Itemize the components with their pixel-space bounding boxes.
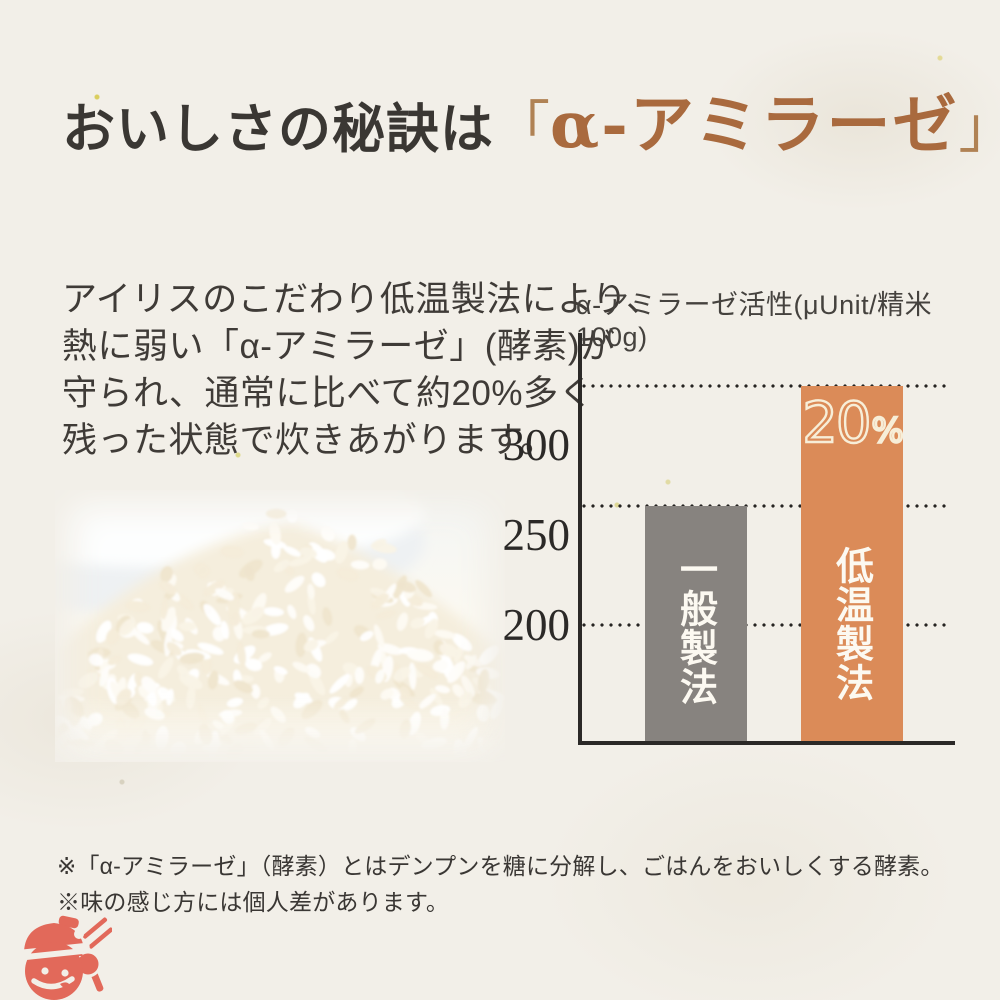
chart-gridline bbox=[582, 383, 950, 388]
headline-bracket-open: 「 bbox=[494, 96, 550, 161]
x-axis-line bbox=[578, 741, 955, 745]
rice-pot-mascot-icon bbox=[17, 915, 112, 1000]
bar-low-temp-method: 20% 低温製法 bbox=[801, 385, 903, 741]
intro-line: 残った状態で炊きあがります。 bbox=[62, 421, 556, 460]
headline-accent: α-アミラーゼ bbox=[550, 88, 959, 163]
headline: おいしさの秘訣は「α-アミラーゼ」 bbox=[62, 76, 1000, 175]
headline-bracket-close: 」 bbox=[959, 96, 1000, 161]
footnote-taste: ※味の感じ方には個人差があります。 bbox=[57, 889, 450, 915]
bar-label-general: 一般製法 bbox=[673, 550, 719, 707]
headline-plain: おいしさの秘訣は bbox=[62, 98, 494, 160]
intro-line: アイリスのこだわり低温製法により、 bbox=[62, 280, 662, 319]
intro-line: 熱に弱い「α-アミラーゼ」(酵素)が bbox=[62, 327, 616, 366]
rice-photo bbox=[55, 490, 505, 762]
y-tick-250: 250 bbox=[502, 510, 571, 560]
chart-gridline bbox=[582, 623, 950, 627]
y-axis-line bbox=[578, 333, 582, 745]
bar-label-low-temp: 低温製法 bbox=[829, 545, 875, 702]
bar-general-method: 一般製法 bbox=[645, 506, 747, 741]
chart-gridline bbox=[582, 504, 950, 509]
intro-paragraph: アイリスのこだわり低温製法により、 熱に弱い「α-アミラーゼ」(酵素)が 守られ… bbox=[62, 276, 662, 464]
y-tick-200: 200 bbox=[502, 600, 571, 650]
chart-title: α-アミラーゼ活性(μUnit/精米100g) bbox=[576, 290, 933, 352]
percent-badge-text: 20% bbox=[802, 392, 902, 456]
percent-badge: 20% bbox=[801, 392, 903, 457]
y-tick-300: 300 bbox=[502, 420, 571, 470]
rice-photo-image bbox=[55, 490, 505, 762]
intro-line: 守られ、通常に比べて約20%多く bbox=[62, 374, 595, 413]
footnote-amylase: ※「α-アミラーゼ」（酵素）とはデンプンを糖に分解し、ごはんをおいしくする酵素。 bbox=[57, 853, 944, 879]
